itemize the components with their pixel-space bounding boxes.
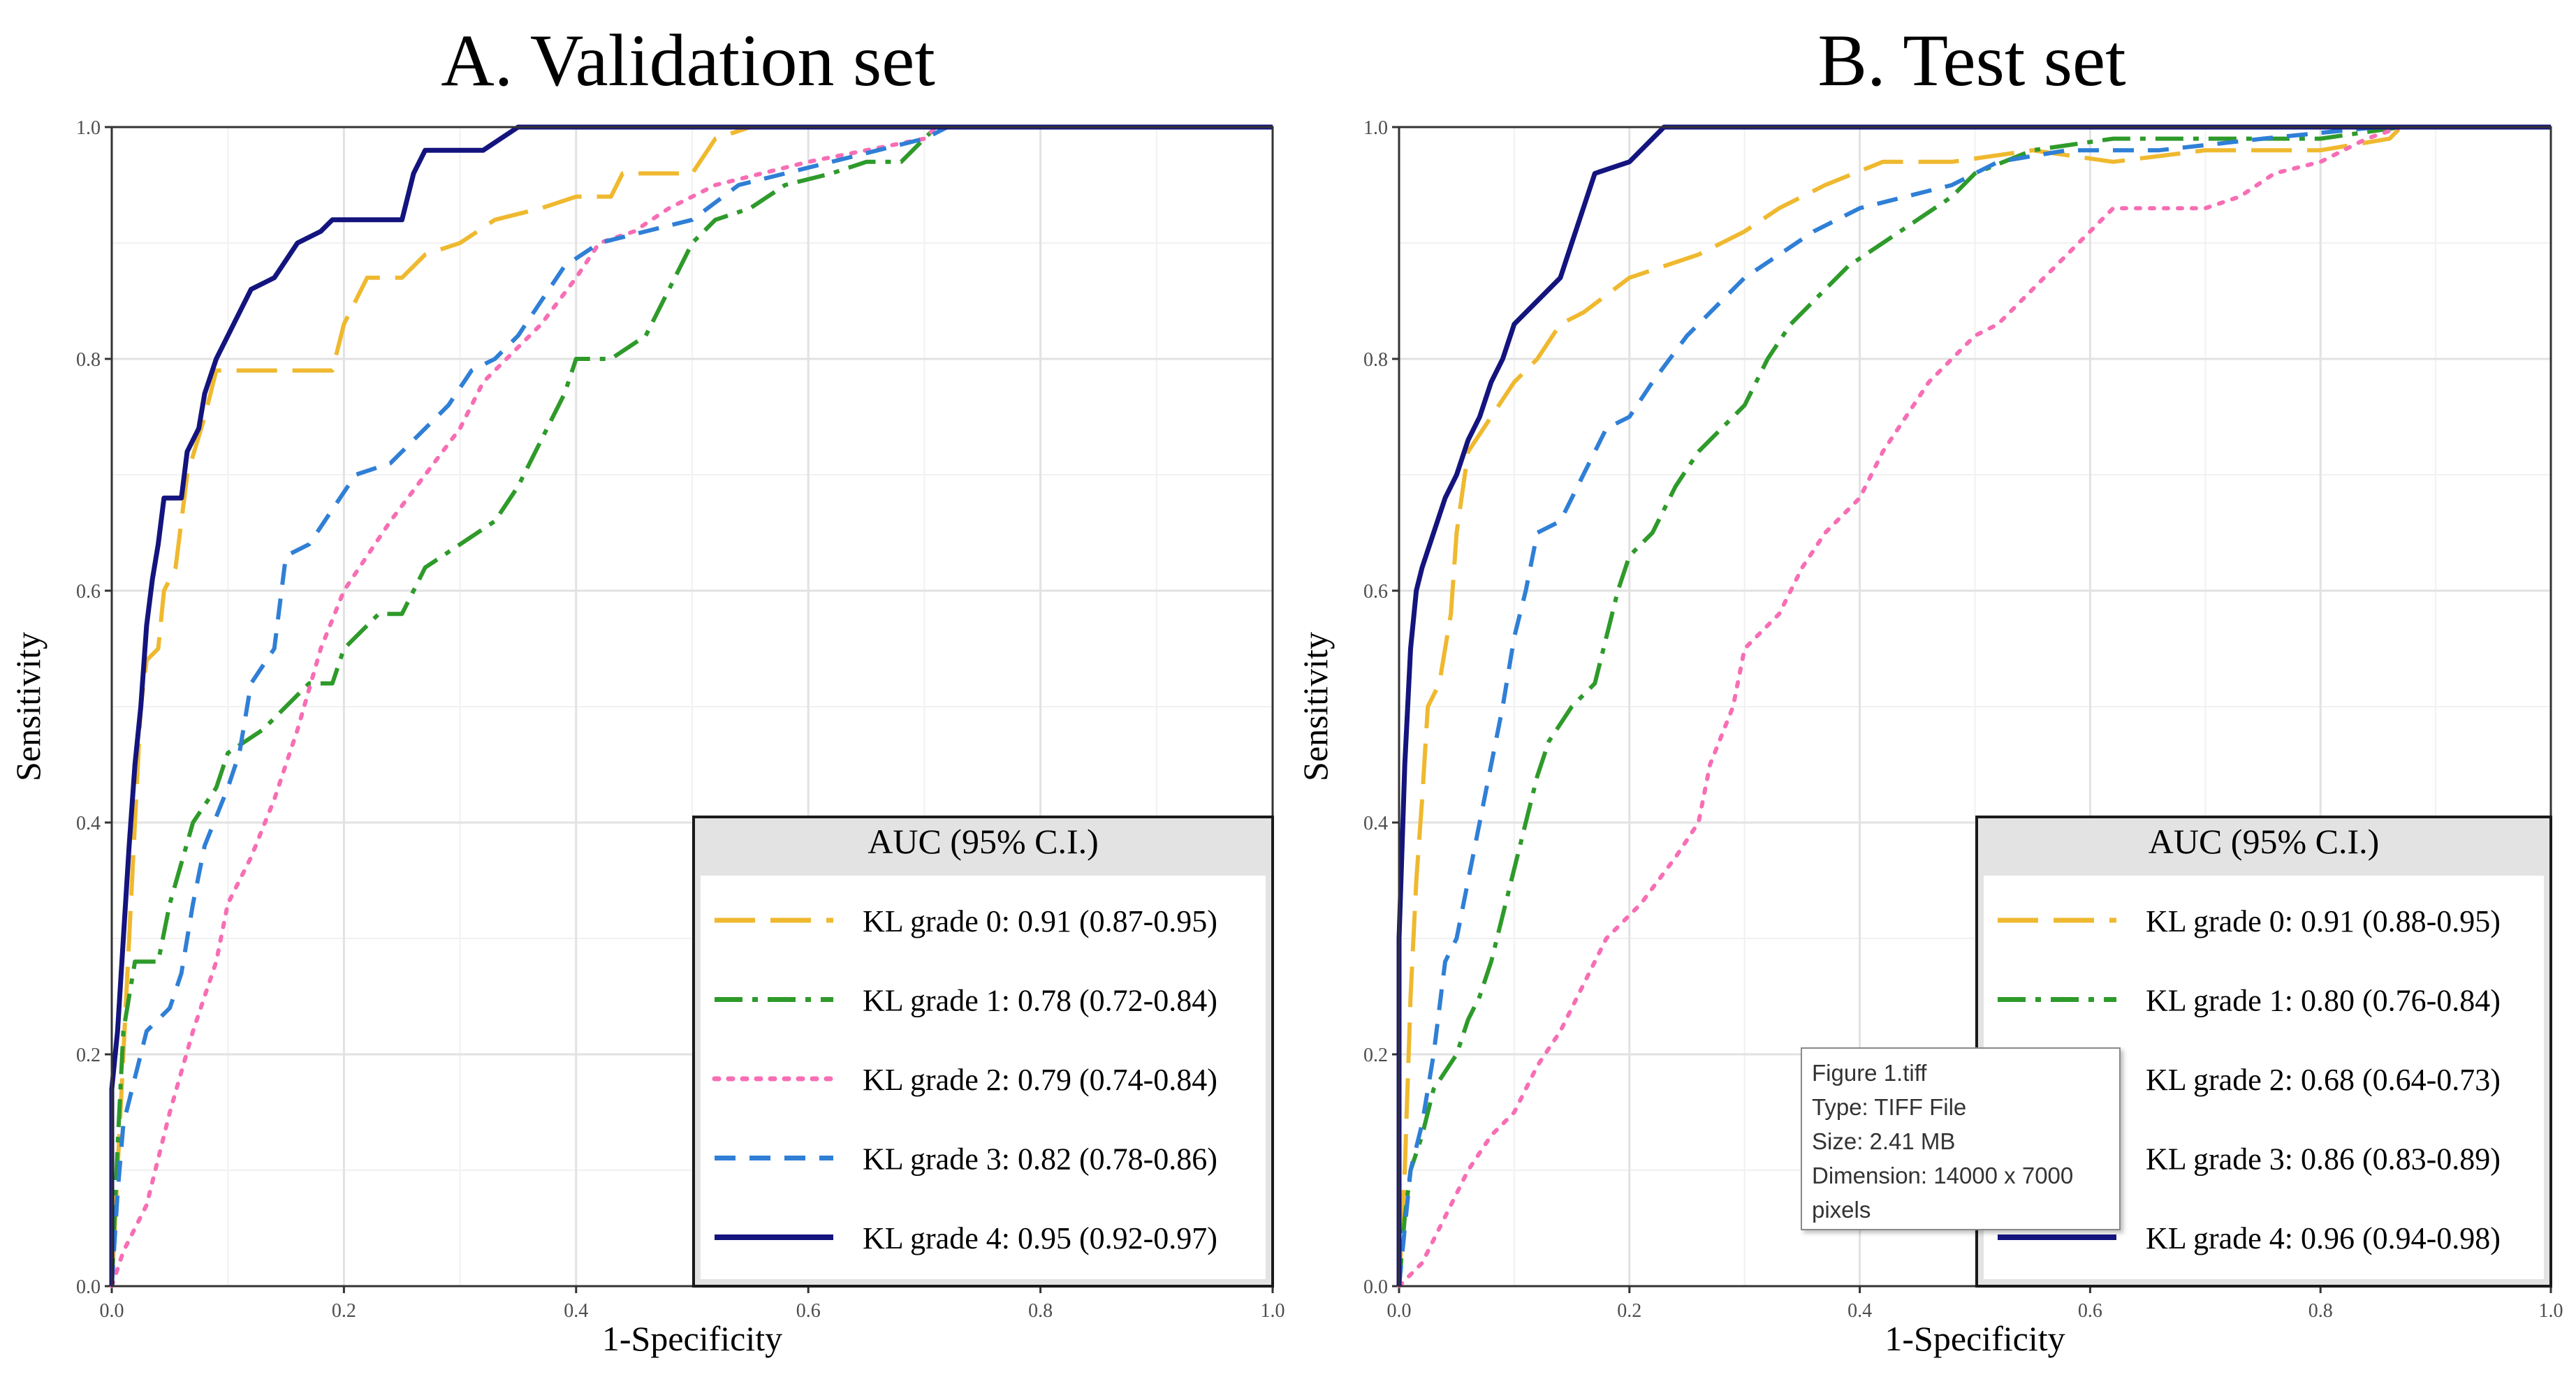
x-tick-label: 0.8 [2308, 1300, 2333, 1322]
x-tick-label: 0.0 [100, 1300, 124, 1322]
legend-title: AUC (95% C.I.) [2149, 822, 2380, 861]
x-tick-label: 0.8 [1028, 1300, 1053, 1322]
roc-curve-kl-grade-2 [110, 125, 1275, 1288]
roc-curve-kl-grade-0 [1397, 125, 2551, 1287]
legend: AUC (95% C.I.) KL grade 0: 0.91 (0.87-0.9… [692, 816, 1274, 1288]
tooltip-size: Size: 2.41 MB [1812, 1128, 1956, 1154]
x-tick-label: 1.0 [1261, 1300, 1285, 1322]
x-tick-label: 0.0 [1387, 1300, 1412, 1322]
legend-label-kl-grade-3: KL grade 3: 0.82 (0.78-0.86) [863, 1142, 1217, 1177]
x-tick-label: 0.6 [2078, 1300, 2102, 1322]
y-tick-label: 0.4 [76, 813, 101, 834]
legend-label-kl-grade-0: KL grade 0: 0.91 (0.88-0.95) [2146, 904, 2501, 938]
y-tick-label: 0.2 [76, 1045, 101, 1066]
chart-title: B. Test set [1817, 20, 2125, 101]
roc-curve-kl-grade-4 [109, 124, 1273, 1286]
roc-curve-kl-grade-2 [1397, 125, 2553, 1288]
x-tick-label: 0.2 [1617, 1300, 1641, 1322]
chart-panel-validation: A. Validation set 0.0 0.2 0.4 0.6 0.8 1.0 0.0 0.… [8, 20, 1285, 1358]
y-tick-label: 0.0 [1363, 1276, 1388, 1298]
y-tick-label: 0.8 [76, 349, 101, 371]
y-tick-label: 1.0 [76, 117, 101, 139]
legend-label-kl-grade-2: KL grade 2: 0.68 (0.64-0.73) [2146, 1063, 2501, 1097]
x-tick-label: 1.0 [2539, 1300, 2563, 1322]
x-tick-label: 0.6 [796, 1300, 821, 1322]
legend-label-kl-grade-4: KL grade 4: 0.95 (0.92-0.97) [863, 1221, 1217, 1255]
x-axis-label: 1-Specificity [1885, 1319, 2065, 1358]
legend-title: AUC (95% C.I.) [868, 822, 1099, 861]
legend-label-kl-grade-1: KL grade 1: 0.80 (0.76-0.84) [2146, 984, 2501, 1018]
roc-curve-kl-grade-3 [110, 125, 1273, 1287]
y-tick-label: 0.6 [1363, 581, 1388, 603]
y-tick-label: 1.0 [1363, 117, 1388, 139]
legend-label-kl-grade-0: KL grade 0: 0.91 (0.87-0.95) [863, 904, 1217, 938]
legend-label-background [847, 876, 1266, 1279]
y-tick-label: 0.8 [1363, 349, 1388, 371]
y-tick-label: 0.2 [1363, 1045, 1388, 1066]
x-tick-label: 0.2 [332, 1300, 356, 1322]
legend-label-kl-grade-4: KL grade 4: 0.96 (0.94-0.98) [2146, 1221, 2501, 1255]
roc-curve-kl-grade-3 [1397, 125, 2551, 1287]
tooltip-filename: Figure 1.tiff [1812, 1060, 1927, 1086]
chart-title: A. Validation set [441, 20, 935, 101]
file-tooltip: Figure 1.tiff Type: TIFF File Size: 2.41… [1801, 1047, 2121, 1230]
legend-label-kl-grade-1: KL grade 1: 0.78 (0.72-0.84) [863, 984, 1217, 1018]
x-axis-label: 1-Specificity [602, 1319, 782, 1358]
y-axis-label: Sensitivity [8, 632, 47, 781]
y-tick-label: 0.6 [76, 581, 101, 603]
roc-curve-kl-grade-1 [110, 125, 1273, 1287]
chart-panel-test: B. Test set 0.0 0.2 0.4 0.6 0.8 1.0 0.0 0.2 0.4 0.… [1296, 20, 2563, 1358]
roc-curve-kl-grade-4 [1396, 124, 2551, 1286]
tooltip-dimension: Dimension: 14000 x 7000 [1812, 1163, 2074, 1188]
y-axis-label: Sensitivity [1296, 632, 1335, 781]
tooltip-type: Type: TIFF File [1812, 1094, 1967, 1120]
plot-border [1398, 126, 2552, 1288]
x-tick-label: 0.4 [1847, 1300, 1872, 1322]
x-tick-label: 0.4 [564, 1300, 588, 1322]
y-tick-label: 0.4 [1363, 813, 1388, 834]
roc-curve-kl-grade-1 [1397, 125, 2551, 1287]
legend-label-kl-grade-3: KL grade 3: 0.86 (0.83-0.89) [2146, 1142, 2501, 1177]
y-tick-label: 0.0 [76, 1276, 101, 1298]
tooltip-dimension-unit: pixels [1812, 1197, 1871, 1223]
legend-label-background [2130, 876, 2544, 1279]
legend-label-kl-grade-2: KL grade 2: 0.79 (0.74-0.84) [863, 1063, 1217, 1097]
